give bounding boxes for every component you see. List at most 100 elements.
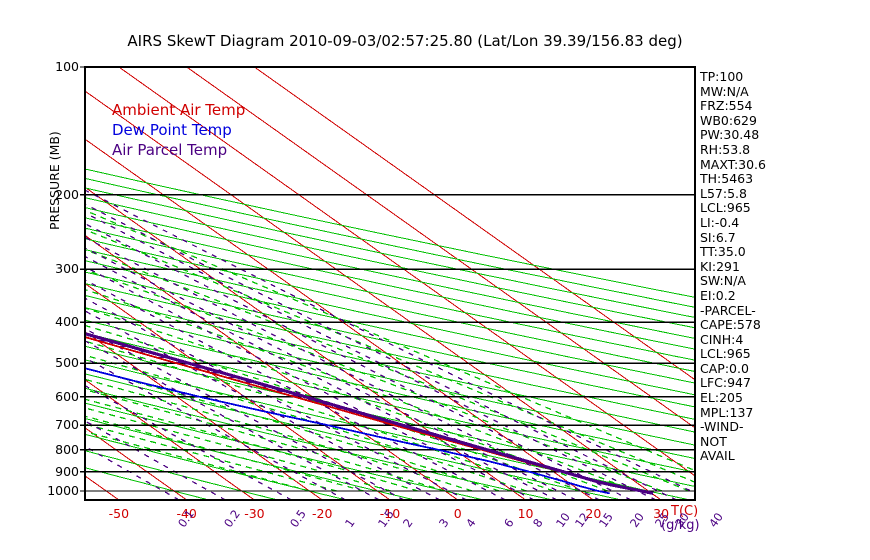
moist-adiabat-line [85,269,663,492]
info-heading-not: NOT [700,433,727,449]
bottom-temp-tick-20: 20 [585,506,602,521]
bottom-temp-tick--20: -20 [312,506,333,521]
dry-adiabat-line [85,260,695,396]
info-row-el-22: EL:205 [700,390,743,406]
isotherm-line [85,331,323,500]
isotherm-line [186,67,695,429]
dry-adiabat-line [85,187,695,318]
bottom-temp-tick--40: -40 [176,506,197,521]
dry-adiabat-line [85,271,695,408]
pressure-tick-label-300: 300 [55,261,79,277]
sounding-info-panel: TP:100 MW:N/A FRZ:554 WB0:629 PW:30.48 RH:53.… [700,69,766,464]
dry-adiabat-line [85,227,695,361]
dry-adiabat-line [85,283,695,420]
info-row-cape-17: CAPE:578 [700,317,761,333]
mixing-ratio-axis-title: (g/kg) [661,518,700,533]
pressure-tick-label-500: 500 [55,355,79,371]
pressure-tick-label-1000: 1000 [47,483,79,498]
info-row-cap-20: CAP:0.0 [700,360,749,376]
moist-adiabat-line [85,248,690,492]
dry-adiabat-line [85,332,695,473]
moist-adiabat-line [85,324,581,492]
moist-adiabat-line [85,228,695,483]
dry-adiabat-line [85,467,210,500]
dry-adiabat-line [85,345,695,487]
pressure-tick-label-200: 200 [55,186,79,202]
info-row-lcl-9: LCL:965 [700,200,751,216]
info-row-l57-8: L57:5.8 [700,185,747,201]
pressure-tick-label-600: 600 [55,388,79,404]
legend-ambient-air-temp: Ambient Air Temp [112,101,246,119]
curve-air-parcel-temp [85,332,654,495]
moist-adiabat-line [85,407,392,492]
curve-dew-point-temp [85,367,610,495]
moist-adiabat-line [85,415,364,492]
moist-adiabat-line [85,288,636,492]
bottom-temp-tick-0: 0 [453,506,462,521]
isotherm-line [254,67,695,381]
isotherm-line [118,67,695,477]
moist-adiabat-line [85,307,609,492]
info-row-lcl-19: LCL:965 [700,346,751,362]
moist-adiabat-line [85,340,554,492]
info-row-wb0-3: WB0:629 [700,112,757,128]
info-row-lfc-21: LFC:947 [700,375,751,391]
pressure-tick-label-400: 400 [55,314,79,330]
dry-adiabat-line [85,207,695,339]
info-row-sw-14: SW:N/A [700,273,746,289]
dry-adiabat-line [85,387,553,500]
info-heading-avail: AVAIL [700,448,735,464]
legend: Ambient Air Temp Dew Point Temp Air Parc… [112,100,245,160]
info-row-si-11: SI:6.7 [700,229,736,245]
moist-adiabat-line [85,423,337,492]
info-row-mpl-23: MPL:137 [700,404,754,420]
dry-adiabat-line [85,450,278,500]
pressure-tick-label-100: 100 [55,59,79,74]
info-row-tt-12: TT:35.0 [700,244,746,260]
bottom-temp-tick-30: 30 [653,506,670,521]
dry-adiabat-line [85,217,695,350]
bottom-temp-tick--50: -50 [108,506,130,521]
dry-adiabat-line [85,294,695,433]
info-row-rh-5: RH:53.8 [700,141,751,157]
temperature-axis-title: T(C) [671,504,699,519]
info-row-li-10: LI:-0.4 [700,214,740,230]
info-row-pw-4: PW:30.48 [700,127,760,143]
isotherm-line [85,186,526,500]
pressure-tick-label-800: 800 [55,441,79,457]
moist-adiabat-line [85,209,695,472]
dry-adiabat-line [85,402,484,500]
pressure-axis-title: PRESSURE (MB) [47,131,62,230]
info-row-tp-0: TP:100 [700,69,744,84]
legend-air-parcel-temp: Air Parcel Temp [112,141,228,159]
dry-adiabat-line [85,433,347,500]
info-heading-wind: -WIND- [700,419,744,435]
pressure-tick-label-900: 900 [55,463,79,479]
page-title: AIRS SkewT Diagram 2010-09-03/02:57:25.8… [127,32,683,50]
bottom-temp-tick-10: 10 [517,506,534,521]
info-row-frz-2: FRZ:554 [700,98,753,114]
bottom-temp-tick--30: -30 [244,506,265,521]
info-row-mw-1: MW:N/A [700,83,749,99]
dry-adiabat-line [85,168,695,298]
info-row-maxt-6: MAXT:30.6 [700,156,766,172]
dry-adiabat-line [85,177,695,308]
plot-frame [84,66,696,501]
isotherm-line [0,67,51,500]
info-row-ki-13: KI:291 [700,258,740,274]
isotherm-line [85,282,391,500]
legend-dew-point-temp: Dew Point Temp [112,121,232,139]
dry-adiabat-line [85,238,695,373]
moist-adiabat-line [85,354,527,492]
info-row-ei-15: EI:0.2 [700,287,736,303]
info-row-cinh-18: CINH:4 [700,331,744,347]
info-heading-parcel: -PARCEL- [700,302,756,318]
pressure-tick-label-700: 700 [55,417,79,433]
dry-adiabat-line [85,417,416,500]
dry-adiabat-line [85,373,622,500]
info-row-th-7: TH:5463 [700,171,754,187]
moist-adiabat-line [85,378,473,492]
dry-adiabat-line [85,307,695,446]
